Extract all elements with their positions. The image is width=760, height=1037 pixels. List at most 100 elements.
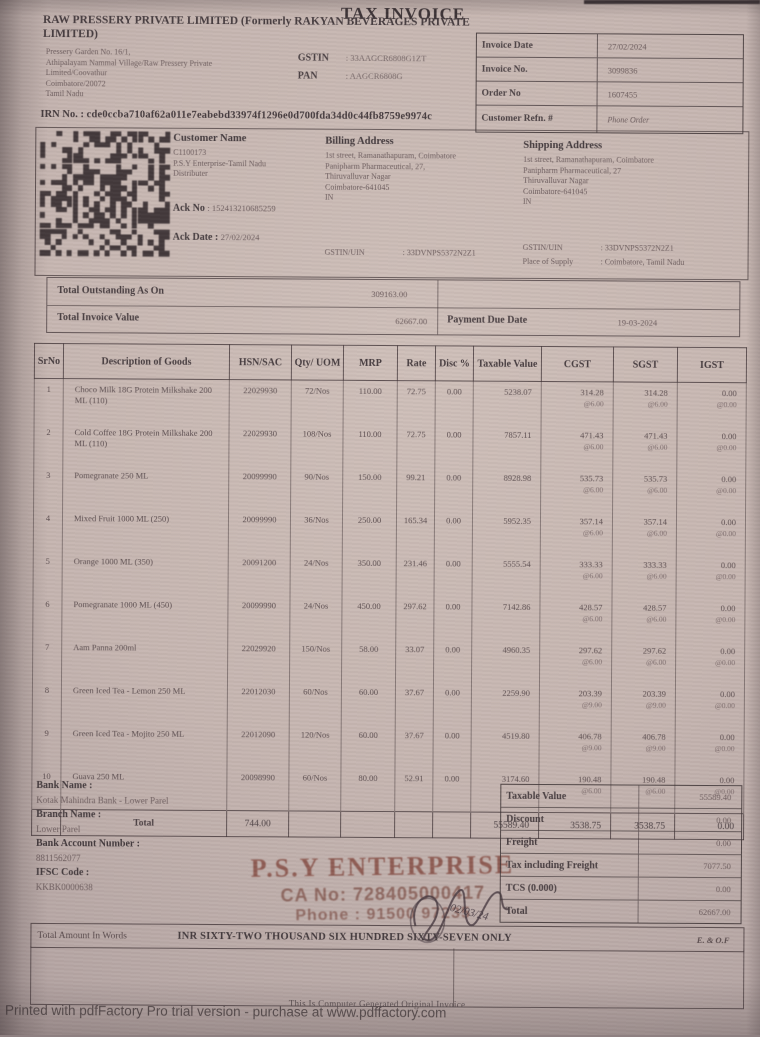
item-disc: 0.00 — [433, 725, 471, 768]
igst-rate: @0.00 — [678, 486, 736, 495]
item-mrp: 250.00 — [342, 510, 396, 553]
item-igst: 0.00 @0.00 — [675, 727, 744, 770]
address-line: Coimbatore-641045 — [523, 186, 738, 198]
sgst-amount: 314.28 — [615, 387, 668, 397]
item-srno: 8 — [32, 680, 61, 723]
ack-date-value: 27/02/2024 — [221, 232, 260, 242]
sgst-rate: @6.00 — [614, 528, 667, 537]
summary-label: Freight — [501, 831, 639, 854]
item-igst: 0.00 @0.00 — [676, 512, 745, 555]
customer-gstin-line: GSTIN/UIN: 33DVNPS5372N2Z1 — [325, 248, 476, 258]
cgst-amount: 357.14 — [542, 516, 603, 526]
seller-gst-pan: GSTIN: 33AAGCR6808G1ZT PAN: AAGCR6808G — [298, 52, 427, 89]
igst-rate: @0.00 — [677, 658, 735, 667]
igst-rate: @0.00 — [677, 615, 735, 624]
cgst-amount: 428.57 — [541, 602, 602, 612]
eoe-note: E. & O.F — [697, 934, 744, 944]
empty-cell — [341, 811, 395, 837]
item-cgst: 203.39 @9.00 — [539, 683, 611, 726]
item-row: 7 Aam Panna 200ml 22029920 150/Nos 58.00… — [33, 637, 745, 684]
qr-code — [40, 131, 171, 258]
sgst-amount: 190.48 — [612, 774, 665, 784]
summary-label: Taxable Value — [501, 785, 639, 808]
summary-value: 0.00 — [639, 884, 741, 895]
igst-rate: @0.00 — [677, 744, 735, 753]
summary-row: TCS (0.000) 0.00 — [501, 877, 741, 901]
item-sgst: 406.78 @9.00 — [611, 726, 675, 769]
item-cgst: 357.14 @6.00 — [540, 511, 612, 554]
sgst-amount: 471.43 — [614, 430, 667, 440]
line-items-table: SrNo Description of Goods HSN/SAC Qty/ U… — [31, 343, 746, 840]
igst-amount: 0.00 — [679, 388, 737, 398]
customer-name-2: Distributer — [173, 169, 323, 180]
item-disc: 0.00 — [433, 682, 471, 725]
item-sgst: 333.33 @6.00 — [612, 554, 676, 597]
customer-gstin-value: : 33DVNPS5372N2Z1 — [403, 248, 476, 257]
item-qty: 24/Nos — [290, 552, 342, 595]
item-sgst: 203.39 @9.00 — [611, 683, 675, 726]
item-igst: 0.00 @0.00 — [675, 684, 744, 727]
item-disc: 0.00 — [435, 424, 473, 467]
item-qty: 90/Nos — [291, 466, 343, 509]
igst-amount: 0.00 — [678, 474, 736, 484]
cgst-rate: @6.00 — [542, 442, 603, 451]
place-of-supply-label: Place of Supply — [523, 257, 601, 266]
outstanding-value: 309163.00 — [317, 289, 407, 300]
invoice-meta-table: Invoice Date 27/02/2024 Invoice No. 3099… — [475, 33, 744, 135]
bank-label: IFSC Code : — [36, 866, 168, 881]
igst-amount: 0.00 — [677, 603, 735, 613]
item-disc: 0.00 — [433, 768, 471, 812]
item-disc: 0.00 — [433, 639, 471, 682]
irn-line: IRN No. : cde0ccba710af62a011e7eabebd339… — [40, 109, 432, 122]
cgst-amount: 297.62 — [541, 645, 602, 655]
item-igst: 0.00 @0.00 — [676, 598, 745, 641]
item-description: Green Iced Tea - Mojito 250 ML — [61, 723, 227, 767]
item-hsn: 22012090 — [227, 724, 289, 767]
bank-detail-pair: Branch Name : Lower Parel — [36, 808, 168, 837]
ack-date-row: Ack Date : 27/02/2024 — [173, 232, 260, 244]
col-rate: Rate — [397, 346, 435, 381]
invoice-meta-row: Invoice Date 27/02/2024 — [477, 34, 743, 60]
sgst-amount: 357.14 — [614, 516, 667, 526]
item-row: 2 Cold Coffee 18G Protein Milkshake 200 … — [34, 422, 746, 469]
item-qty: 36/Nos — [290, 509, 342, 552]
place-of-supply-value: : Coimbatore, Tamil Nadu — [601, 257, 685, 267]
item-sgst: 428.57 @6.00 — [612, 597, 676, 640]
sgst-rate: @6.00 — [614, 571, 667, 580]
summary-value: 62667.00 — [639, 907, 741, 918]
bank-value: Lower Parel — [36, 822, 168, 837]
igst-rate: @0.00 — [677, 701, 735, 710]
item-rate: 231.46 — [396, 553, 434, 596]
irn-value: cde0ccba710af62a011e7eabebd33974f1296e0d… — [87, 109, 433, 122]
billing-address-label: Billing Address — [325, 136, 515, 148]
shipping-address-lines: 1st street, Ramanathapuram, Coimbatore P… — [523, 155, 738, 209]
empty-cell — [433, 812, 471, 838]
item-description: Mixed Fruit 1000 ML (250) — [62, 508, 228, 552]
customer-gstin-label: GSTIN/UIN — [325, 248, 403, 257]
igst-amount: 0.00 — [678, 431, 736, 441]
item-mrp: 58.00 — [341, 639, 395, 682]
cgst-rate: @6.00 — [542, 485, 603, 494]
item-disc: 0.00 — [435, 467, 473, 510]
item-srno: 3 — [34, 465, 63, 508]
gstin-value: : 33AAGCR6808G1ZT — [346, 53, 427, 63]
item-igst: 0.00 @0.00 — [677, 426, 746, 469]
item-srno: 7 — [33, 637, 62, 680]
item-srno: 1 — [34, 378, 63, 422]
pdffactory-watermark: Printed with pdfFactory Pro trial versio… — [5, 1003, 447, 1021]
igst-amount: 0.00 — [678, 517, 736, 527]
item-rate: 33.07 — [395, 639, 433, 682]
item-sgst: 297.62 @6.00 — [611, 640, 675, 683]
item-taxable: 2259.90 — [471, 683, 539, 726]
item-hsn: 20099990 — [229, 466, 291, 509]
item-mrp: 150.00 — [343, 467, 397, 510]
ack-no-label: Ack No — [173, 203, 205, 214]
igst-rate: @0.00 — [678, 572, 736, 581]
item-taxable: 5238.07 — [473, 381, 541, 425]
seller-name: RAW PRESSERY PRIVATE LIMITED (Formerly R… — [43, 13, 495, 44]
outstanding-box: Total Outstanding As On 309163.00 Total … — [46, 277, 740, 337]
item-rate: 72.75 — [397, 381, 435, 425]
bank-detail-pair: Bank Account Number : 8811562077 — [36, 837, 168, 866]
item-rate: 52.91 — [395, 768, 433, 812]
